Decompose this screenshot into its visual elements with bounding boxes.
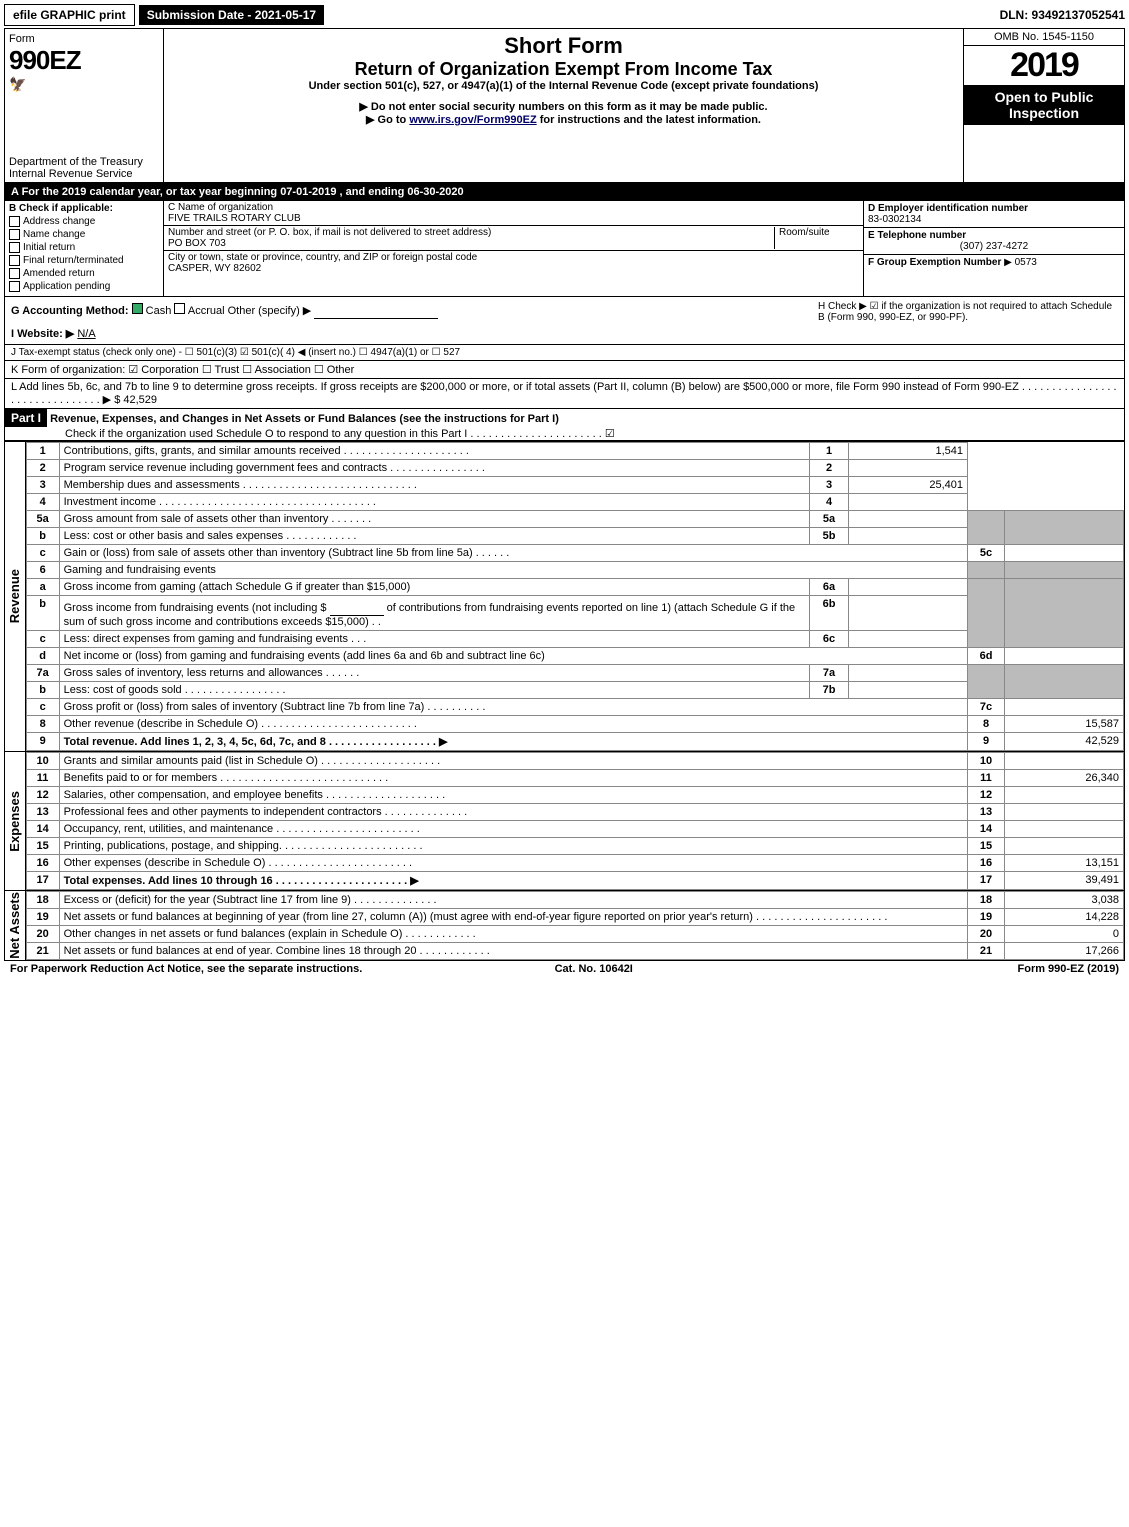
revenue-section: Revenue 1Contributions, gifts, grants, a… — [5, 441, 1124, 751]
box-def: D Employer identification number 83-0302… — [863, 201, 1124, 296]
initial-return-label: Initial return — [23, 242, 75, 253]
form-word: Form — [9, 33, 159, 45]
top-toolbar: efile GRAPHIC print Submission Date - 20… — [4, 4, 1125, 26]
entity-info-block: B Check if applicable: Address change Na… — [5, 201, 1124, 297]
cash-checkbox[interactable] — [132, 303, 143, 314]
phone-value: (307) 237-4272 — [868, 241, 1120, 252]
subtitle-section: Under section 501(c), 527, or 4947(a)(1)… — [172, 80, 955, 92]
app-pending-checkbox[interactable] — [9, 281, 20, 292]
treasury-dept: Department of the Treasury Internal Reve… — [9, 156, 143, 180]
other-method-label: Other (specify) ▶ — [228, 305, 312, 317]
box-l: L Add lines 5b, 6c, and 7b to line 9 to … — [5, 379, 1124, 409]
accrual-checkbox[interactable] — [174, 303, 185, 314]
tax-period-row: A For the 2019 calendar year, or tax yea… — [5, 183, 1124, 201]
website-value: N/A — [77, 328, 95, 340]
open-to-public: Open to Public Inspection — [964, 85, 1124, 125]
submission-date-button[interactable]: Submission Date - 2021-05-17 — [139, 5, 324, 25]
other-method-input[interactable] — [314, 301, 438, 319]
form-header: Form 990EZ 🦅 Department of the Treasury … — [5, 29, 1124, 183]
form-990ez: Form 990EZ 🦅 Department of the Treasury … — [4, 28, 1125, 961]
line6b-contrib-input[interactable] — [330, 598, 384, 616]
netassets-table: 18Excess or (deficit) for the year (Subt… — [26, 891, 1124, 960]
revenue-table: 1Contributions, gifts, grants, and simil… — [26, 442, 1124, 751]
irs-link[interactable]: www.irs.gov/Form990EZ — [409, 114, 536, 126]
footer-catno: Cat. No. 10642I — [555, 963, 633, 975]
box-c: C Name of organization FIVE TRAILS ROTAR… — [164, 201, 863, 296]
box-b-label: B Check if applicable: — [9, 203, 113, 214]
efile-print-button[interactable]: efile GRAPHIC print — [4, 4, 135, 26]
box-h: H Check ▶ ☑ if the organization is not r… — [808, 301, 1118, 340]
phone-label: E Telephone number — [868, 230, 966, 241]
header-left-box: Form 990EZ 🦅 Department of the Treasury … — [5, 29, 164, 182]
part-i-header: Part I Revenue, Expenses, and Changes in… — [5, 409, 1124, 441]
expenses-vert-label: Expenses — [5, 752, 26, 890]
header-center-box: Short Form Return of Organization Exempt… — [164, 29, 963, 182]
omb-number: OMB No. 1545-1150 — [964, 29, 1124, 46]
group-exemption-value: ▶ 0573 — [1004, 257, 1037, 268]
title-return: Return of Organization Exempt From Incom… — [172, 59, 955, 80]
net-assets-section: Net Assets 18Excess or (deficit) for the… — [5, 890, 1124, 960]
footer-paperwork: For Paperwork Reduction Act Notice, see … — [10, 963, 362, 975]
final-return-label: Final return/terminated — [23, 255, 124, 266]
part-i-title: Revenue, Expenses, and Changes in Net As… — [50, 413, 559, 425]
room-suite-label: Room/suite — [774, 227, 859, 249]
org-name-label: C Name of organization — [168, 202, 273, 213]
header-right-box: OMB No. 1545-1150 2019 Open to Public In… — [963, 29, 1124, 182]
city-value: CASPER, WY 82602 — [168, 263, 261, 274]
final-return-checkbox[interactable] — [9, 255, 20, 266]
ein-value: 83-0302134 — [868, 214, 921, 225]
amended-return-label: Amended return — [23, 268, 95, 279]
ssn-warning: ▶ Do not enter social security numbers o… — [172, 100, 955, 113]
form-number: 990EZ — [9, 45, 159, 76]
dln-label: DLN: 93492137052541 — [1000, 8, 1125, 22]
netassets-vert-label: Net Assets — [5, 891, 26, 960]
accounting-method-row: G Accounting Method: Cash Accrual Other … — [11, 301, 808, 319]
amended-return-checkbox[interactable] — [9, 268, 20, 279]
street-value: PO BOX 703 — [168, 238, 226, 249]
name-change-checkbox[interactable] — [9, 229, 20, 240]
app-pending-label: Application pending — [23, 281, 110, 292]
group-exemption-label: F Group Exemption Number — [868, 257, 1001, 268]
accrual-label: Accrual — [188, 305, 225, 317]
dept-line1: Department of the Treasury — [9, 156, 143, 168]
box-k: K Form of organization: ☑ Corporation ☐ … — [5, 361, 1124, 379]
initial-return-checkbox[interactable] — [9, 242, 20, 253]
box-g-label: G Accounting Method: — [11, 305, 129, 317]
expenses-table: 10Grants and similar amounts paid (list … — [26, 752, 1124, 890]
street-label: Number and street (or P. O. box, if mail… — [168, 227, 491, 238]
footer-formref: Form 990-EZ (2019) — [1018, 963, 1119, 975]
title-short-form: Short Form — [172, 33, 955, 59]
ein-label: D Employer identification number — [868, 203, 1028, 214]
org-name-value: FIVE TRAILS ROTARY CLUB — [168, 213, 301, 224]
part-i-check-line: Check if the organization used Schedule … — [5, 428, 615, 440]
tax-year: 2019 — [964, 46, 1124, 85]
page-footer: For Paperwork Reduction Act Notice, see … — [4, 961, 1125, 977]
box-b: B Check if applicable: Address change Na… — [5, 201, 164, 296]
expenses-section: Expenses 10Grants and similar amounts pa… — [5, 751, 1124, 890]
eagle-icon: 🦅 — [9, 76, 159, 93]
city-label: City or town, state or province, country… — [168, 252, 477, 263]
addr-change-checkbox[interactable] — [9, 216, 20, 227]
goto-line: ▶ Go to www.irs.gov/Form990EZ for instru… — [172, 113, 955, 126]
part-i-badge: Part I — [5, 409, 47, 427]
box-j: J Tax-exempt status (check only one) - ☐… — [5, 345, 1124, 361]
box-i-label: I Website: ▶ — [11, 328, 74, 340]
dept-line2: Internal Revenue Service — [9, 168, 133, 180]
cash-label: Cash — [146, 305, 172, 317]
name-change-label: Name change — [23, 229, 85, 240]
addr-change-label: Address change — [23, 216, 95, 227]
revenue-vert-label: Revenue — [5, 442, 26, 751]
box-g-h: G Accounting Method: Cash Accrual Other … — [5, 297, 1124, 345]
website-row: I Website: ▶ N/A — [11, 327, 808, 340]
